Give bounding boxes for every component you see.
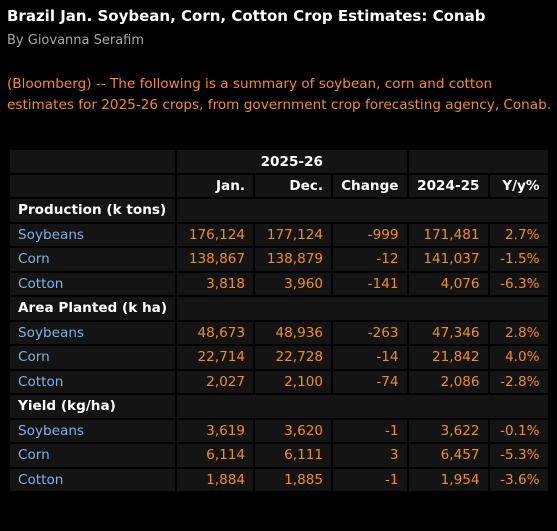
group-header-2025-26: 2025-26 [175,148,409,175]
group-header-row: 2025-26 [7,148,550,175]
change-value: -12 [331,246,409,273]
section-title: Area Planted (k ha) [7,295,178,322]
header-blank-cell [406,148,550,175]
dec-value: 22,728 [253,344,334,371]
table-row: Corn 138,867 138,879 -12 141,037 -1.5% [7,246,550,273]
crop-name: Soybeans [7,221,178,248]
jan-value: 6,114 [175,442,256,469]
prev-year-value: 47,346 [406,319,490,346]
section-header-row: Yield (kg/ha) [7,393,550,420]
change-value: -999 [331,221,409,248]
prev-year-value: 4,076 [406,270,490,297]
change-value: -74 [331,368,409,395]
change-value: -14 [331,344,409,371]
table-row: Corn 22,714 22,728 -14 21,842 4.0% [7,344,550,371]
prev-year-value: 1,954 [406,466,490,493]
column-header-jan: Jan. [175,173,256,199]
dec-value: 177,124 [253,221,334,248]
section-blank-cell [175,197,550,224]
dec-value: 48,936 [253,319,334,346]
dec-value: 138,879 [253,246,334,273]
crop-name: Corn [7,246,178,273]
article-summary: (Bloomberg) -- The following is a summar… [7,76,552,113]
yoy-percent: -3.6% [487,466,550,493]
yoy-percent: -0.1% [487,417,550,444]
jan-value: 3,619 [175,417,256,444]
section-header-row: Area Planted (k ha) [7,295,550,322]
table-row: Cotton 2,027 2,100 -74 2,086 -2.8% [7,368,550,395]
section-header-row: Production (k tons) [7,197,550,224]
table-row: Cotton 3,818 3,960 -141 4,076 -6.3% [7,270,550,297]
crop-name: Soybeans [7,417,178,444]
jan-value: 176,124 [175,221,256,248]
yoy-percent: -2.8% [487,368,550,395]
yoy-percent: -5.3% [487,442,550,469]
prev-year-value: 3,622 [406,417,490,444]
crop-name: Cotton [7,368,178,395]
change-value: -263 [331,319,409,346]
change-value: -141 [331,270,409,297]
prev-year-value: 171,481 [406,221,490,248]
crop-name: Corn [7,442,178,469]
section-blank-cell [175,295,550,322]
table-row: Soybeans 48,673 48,936 -263 47,346 2.8% [7,319,550,346]
prev-year-value: 6,457 [406,442,490,469]
article-headline: Brazil Jan. Soybean, Corn, Cotton Crop E… [7,7,486,25]
column-header-2024-25: 2024-25 [406,173,490,199]
header-blank-cell [7,173,178,199]
crop-name: Cotton [7,466,178,493]
table-row: Soybeans 176,124 177,124 -999 171,481 2.7% [7,221,550,248]
section-title: Yield (kg/ha) [7,393,178,420]
dec-value: 1,885 [253,466,334,493]
change-value: -1 [331,417,409,444]
prev-year-value: 2,086 [406,368,490,395]
article-byline: By Giovanna Serafim [7,33,145,48]
section-blank-cell [175,393,550,420]
table-row: Corn 6,114 6,111 3 6,457 -5.3% [7,442,550,469]
change-value: -1 [331,466,409,493]
dec-value: 6,111 [253,442,334,469]
jan-value: 138,867 [175,246,256,273]
jan-value: 22,714 [175,344,256,371]
jan-value: 1,884 [175,466,256,493]
table-row: Soybeans 3,619 3,620 -1 3,622 -0.1% [7,417,550,444]
jan-value: 3,818 [175,270,256,297]
table-row: Cotton 1,884 1,885 -1 1,954 -3.6% [7,466,550,493]
crop-name: Soybeans [7,319,178,346]
yoy-percent: -6.3% [487,270,550,297]
yoy-percent: 4.0% [487,344,550,371]
prev-year-value: 21,842 [406,344,490,371]
header-blank-cell [7,148,178,175]
jan-value: 2,027 [175,368,256,395]
yoy-percent: 2.7% [487,221,550,248]
section-title: Production (k tons) [7,197,178,224]
column-header-dec: Dec. [253,173,334,199]
column-header-change: Change [331,173,409,199]
prev-year-value: 141,037 [406,246,490,273]
jan-value: 48,673 [175,319,256,346]
yoy-percent: 2.8% [487,319,550,346]
change-value: 3 [331,442,409,469]
crop-name: Corn [7,344,178,371]
column-header-yy: Y/y% [487,173,550,199]
dec-value: 3,620 [253,417,334,444]
crop-estimates-table: 2025-26 Jan. Dec. Change 2024-25 Y/y% Pr… [7,148,550,493]
column-header-row: Jan. Dec. Change 2024-25 Y/y% [7,173,550,199]
dec-value: 3,960 [253,270,334,297]
crop-name: Cotton [7,270,178,297]
yoy-percent: -1.5% [487,246,550,273]
dec-value: 2,100 [253,368,334,395]
